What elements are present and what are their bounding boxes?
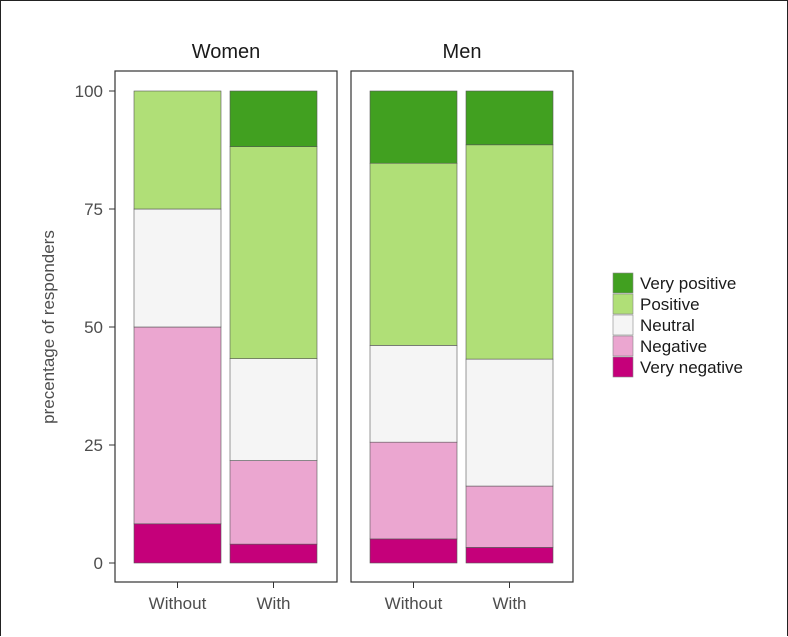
bar-women-without-positive [133,90,222,210]
bar-men-without-very-negative [369,538,458,564]
x-tick-label-men-with: With [493,594,527,613]
legend-label-very-positive: Very positive [640,274,736,293]
y-tick-label-25: 25 [84,436,103,455]
y-tick-label-50: 50 [84,318,103,337]
bar-men-without-neutral [369,345,458,443]
legend: Very positive Positive Neutral Negative Very… [612,272,743,378]
panels: 0 25 50 75 100 Women Without With Men Without With [75,41,574,613]
bar-women-without-neutral [133,208,222,328]
bar-women-with-very-positive [229,90,318,147]
bar-men-without-negative [369,441,458,540]
bar-men-without-very-positive [369,90,458,164]
bar-women-with-very-negative [229,543,318,564]
panel-women: Women Without With [114,41,338,613]
bar-women-without-very-negative [133,523,222,564]
x-tick-label-men-without: Without [385,594,443,613]
legend-key-very-negative [612,356,634,378]
panel-men: Men Without With [350,41,574,613]
bar-women-with-positive [229,146,318,359]
bar-women-with-neutral [229,358,318,461]
x-tick-label-women-with: With [257,594,291,613]
panel-title-women: Women [192,41,261,63]
bar-women-with-negative [229,460,318,545]
bar-men-with-neutral [465,358,554,487]
legend-label-very-negative: Very negative [640,358,743,377]
y-tick-label-0: 0 [94,554,103,573]
legend-label-negative: Negative [640,337,707,356]
bar-women-without-negative [133,326,222,525]
y-axis-label: precentage of responders [39,230,58,424]
y-tick-label-100: 100 [75,82,103,101]
bar-men-without-positive [369,162,458,346]
legend-label-neutral: Neutral [640,316,695,335]
legend-label-positive: Positive [640,295,700,314]
bar-men-with-very-negative [465,547,554,564]
y-tick-label-75: 75 [84,200,103,219]
legend-key-positive [612,293,634,315]
x-tick-label-women-without: Without [149,594,207,613]
panel-title-men: Men [443,41,482,63]
legend-key-neutral [612,314,634,336]
legend-key-negative [612,335,634,357]
bar-men-with-negative [465,485,554,548]
bar-men-with-positive [465,144,554,360]
legend-key-very-positive [612,272,634,294]
bar-men-with-very-positive [465,90,554,146]
